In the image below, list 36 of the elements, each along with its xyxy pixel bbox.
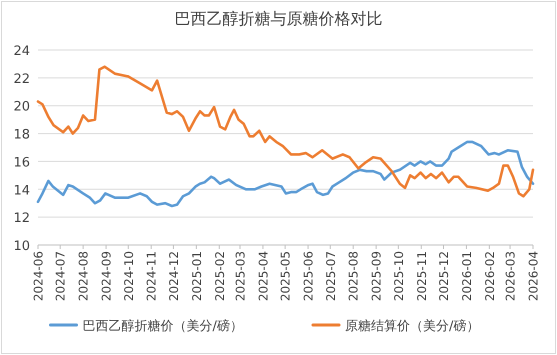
y-tick-label: 16 <box>13 155 30 170</box>
x-tick-label: 2025-08 <box>346 251 361 302</box>
x-tick-label: 2025-03 <box>233 251 248 302</box>
x-tick-label: 2025-02 <box>212 251 227 302</box>
x-tick-label: 2024-12 <box>166 251 181 302</box>
line-series <box>36 65 534 198</box>
y-tick-label: 18 <box>13 128 30 143</box>
x-tick-label: 2025-01 <box>190 251 204 302</box>
x-tick-label: 2026-04 <box>526 251 540 302</box>
x-tick-label: 2024-11 <box>144 251 159 302</box>
x-tick-label: 2024-10 <box>122 251 136 302</box>
legend-label: 巴西乙醇折糖价（美分/磅） <box>82 318 243 334</box>
x-tick-label: 2024-09 <box>100 251 114 302</box>
x-tick-label: 2025-06 <box>302 251 316 302</box>
x-tick-label: 2025-07 <box>324 251 338 302</box>
y-tick-label: 14 <box>13 183 30 198</box>
x-tick-label: 2025-09 <box>370 251 384 302</box>
x-tick-label: 2024-06 <box>32 251 46 302</box>
y-tick-label: 20 <box>13 100 30 115</box>
legend-label: 原糖结算价（美分/磅） <box>345 318 480 334</box>
x-tick-label: 2026-02 <box>482 251 497 302</box>
x-tick-label: 2024-07 <box>54 251 68 302</box>
x-tick-label: 2025-04 <box>256 251 270 302</box>
y-tick-label: 10 <box>13 239 30 254</box>
x-tick-label: 2026-01 <box>460 251 474 302</box>
x-tick-label: 2025-05 <box>278 251 293 302</box>
line-series <box>36 140 534 208</box>
y-tick-label: 22 <box>13 72 30 87</box>
y-tick-label: 24 <box>13 44 30 59</box>
x-tick-label: 2025-12 <box>436 251 451 302</box>
y-tick-label: 12 <box>13 211 30 226</box>
x-tick-label: 2025-10 <box>392 251 406 302</box>
x-tick-label: 2024-08 <box>76 251 91 302</box>
title: 巴西乙醇折糖与原糖价格对比 <box>174 9 382 28</box>
x-tick-label: 2025-11 <box>414 251 429 302</box>
x-tick-label: 2026-03 <box>504 251 518 302</box>
